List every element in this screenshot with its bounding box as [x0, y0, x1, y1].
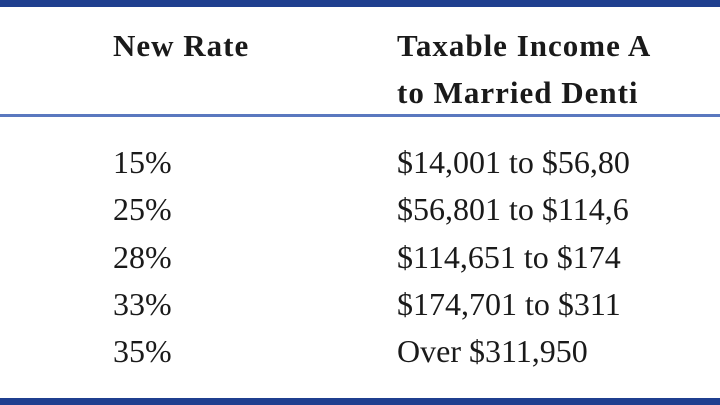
- rate-cell: 33%: [113, 285, 172, 322]
- top-rule: [0, 0, 720, 7]
- income-cell: $14,001 to $56,80: [397, 144, 630, 180]
- bottom-rule: [0, 398, 720, 405]
- income-cell: $114,651 to $174: [397, 238, 621, 275]
- rate-cell: 15%: [113, 144, 172, 180]
- header-cell: Taxable Income A: [397, 28, 652, 63]
- rate-cell: 28%: [113, 238, 172, 275]
- header-cell: to Married Denti: [397, 75, 639, 110]
- rate-cell: 35%: [113, 333, 172, 370]
- header-cell: New Rate: [113, 28, 250, 63]
- income-cell: Over $311,950: [397, 333, 588, 370]
- rate-cell: 25%: [113, 191, 172, 228]
- header-rule: [0, 114, 720, 117]
- income-cell: $56,801 to $114,6: [397, 191, 629, 228]
- income-cell: $174,701 to $311: [397, 285, 621, 322]
